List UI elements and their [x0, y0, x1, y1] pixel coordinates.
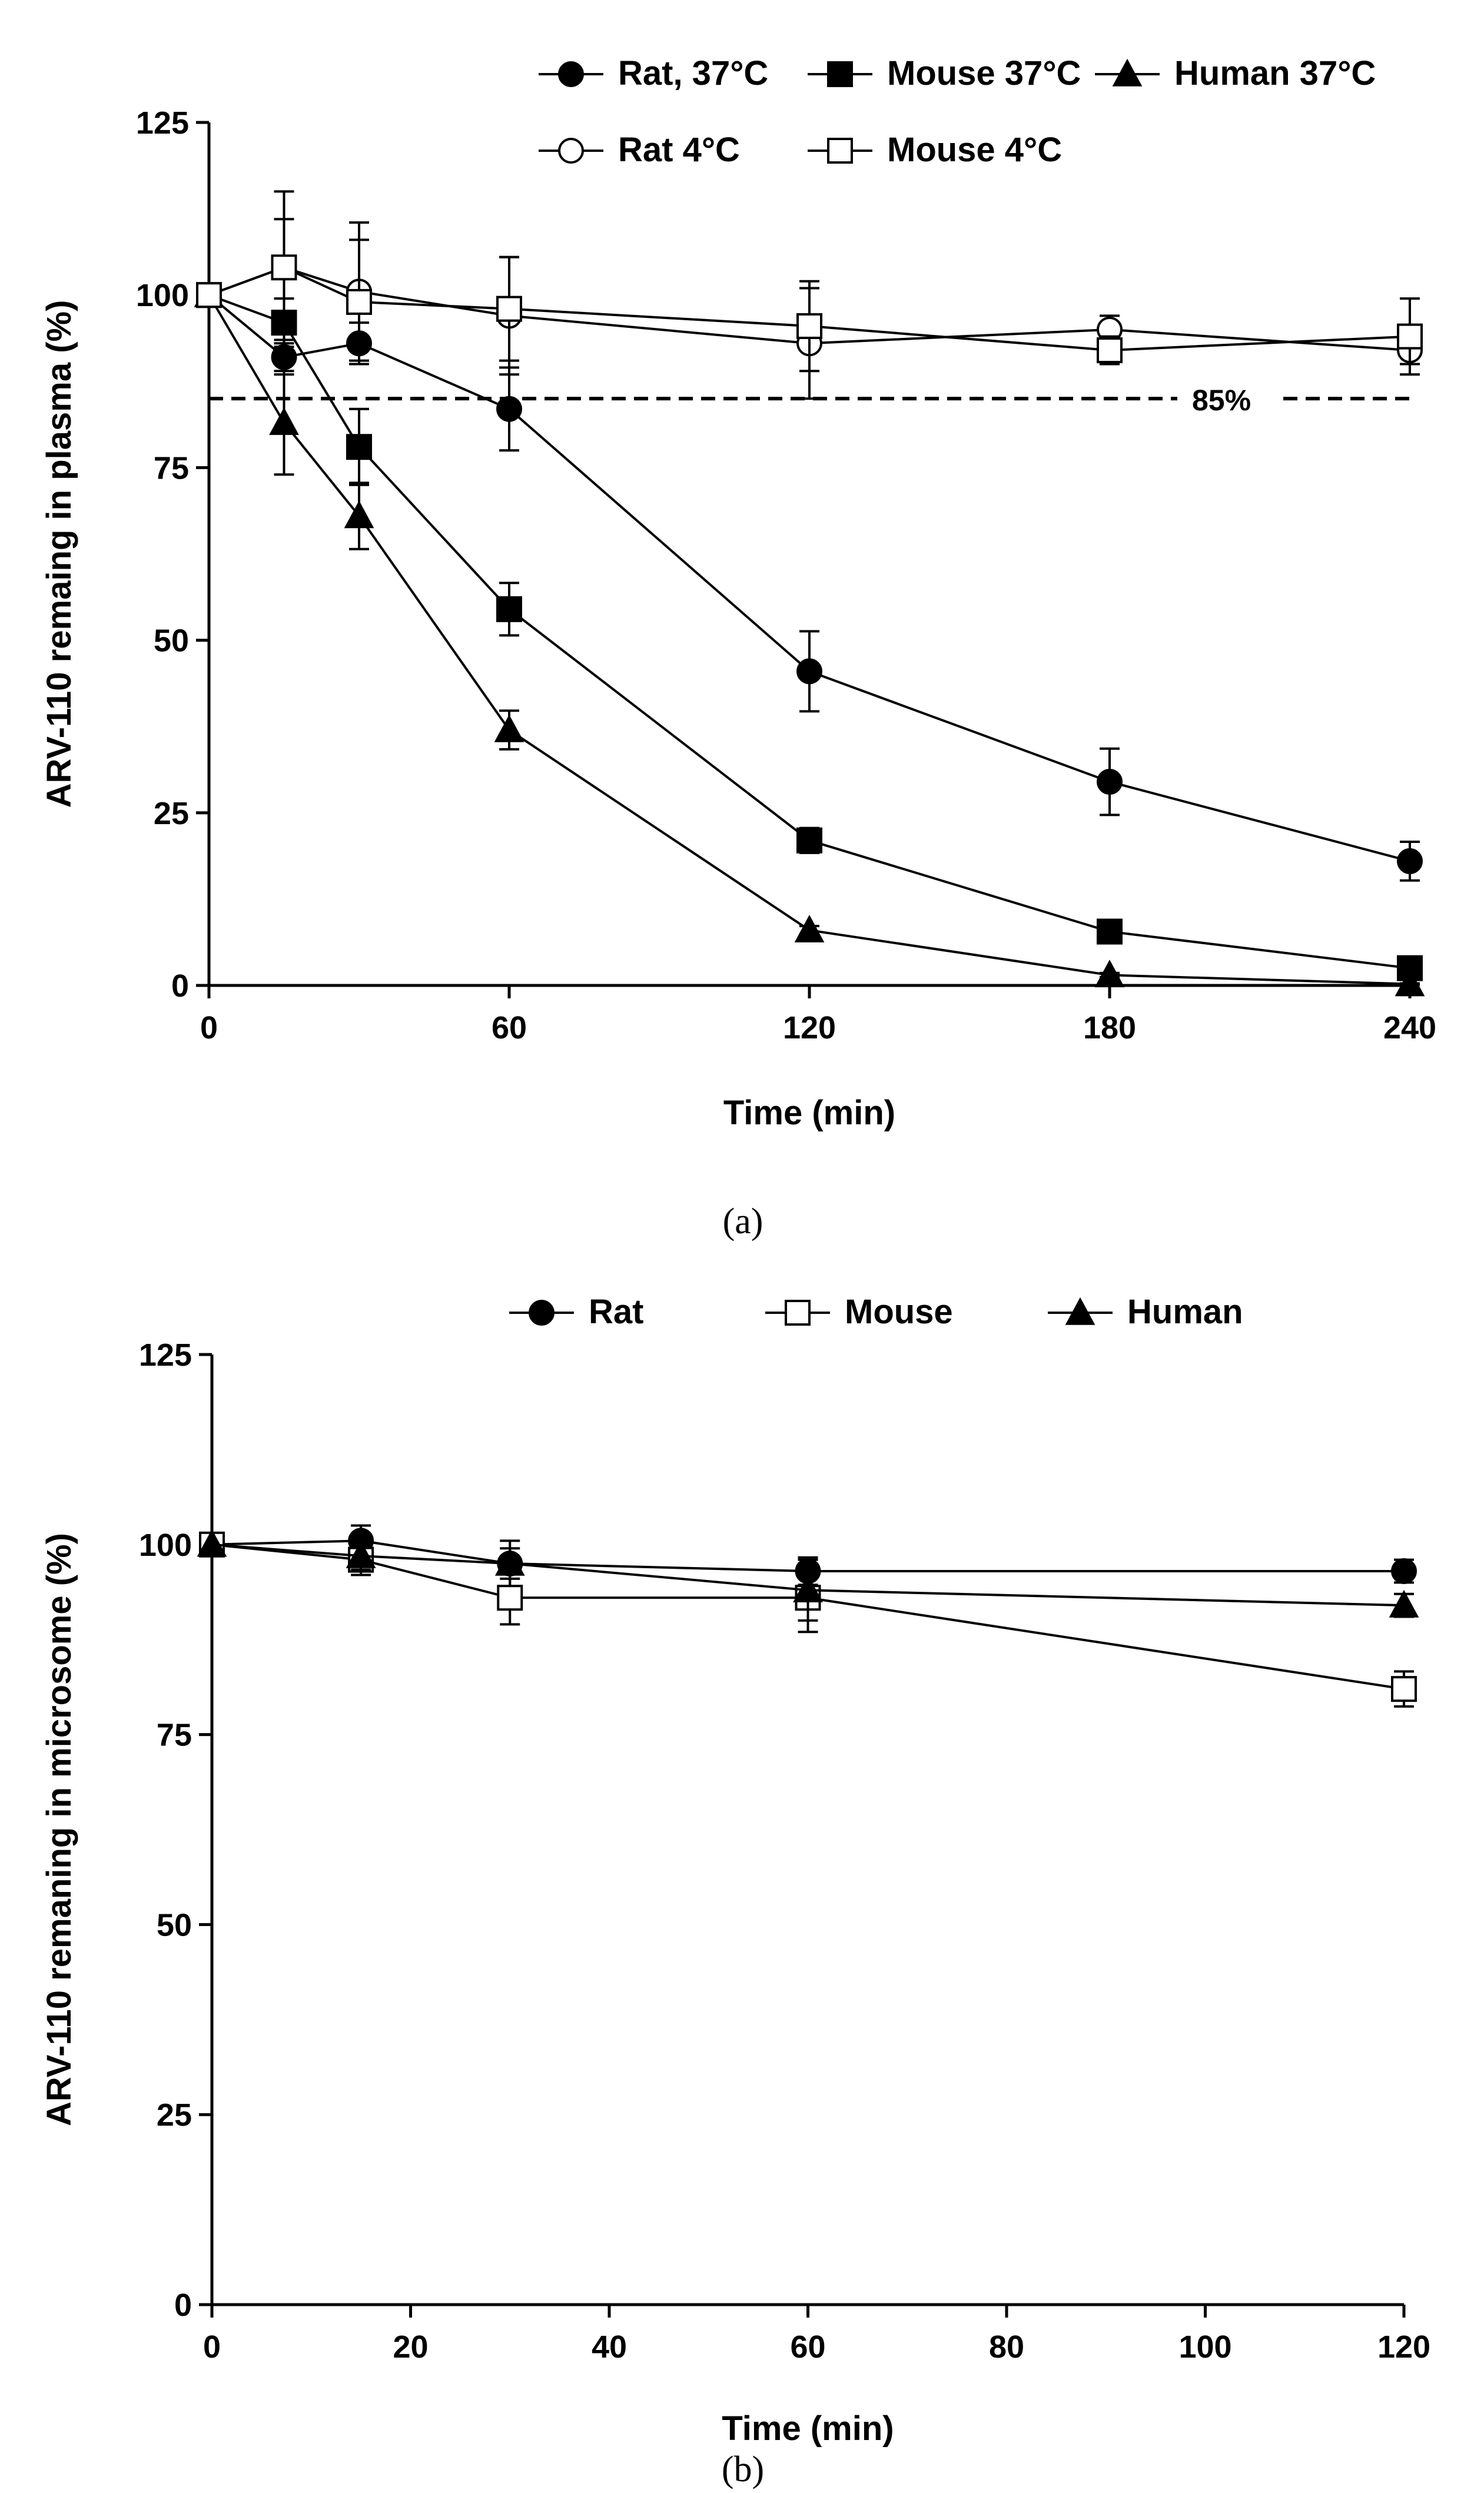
data-point [346, 1540, 376, 1568]
x-tick-label: 40 [592, 2329, 627, 2365]
data-point [346, 434, 372, 460]
legend-marker [1112, 58, 1143, 87]
y-tick-label: 25 [154, 796, 189, 831]
x-tick-label: 100 [1178, 2329, 1231, 2365]
y-tick-label: 125 [136, 105, 189, 141]
legend-marker [827, 138, 853, 164]
x-tick-label: 60 [492, 1010, 527, 1045]
data-point [494, 714, 524, 742]
legend-label: Mouse 37°C [887, 54, 1081, 92]
legend-item [509, 1300, 574, 1326]
y-tick-label: 50 [154, 623, 189, 659]
x-tick-label: 120 [783, 1010, 836, 1045]
legend-marker [558, 138, 584, 164]
x-axis-title: Time (min) [723, 1094, 895, 1132]
legend-label: Human [1127, 1293, 1243, 1331]
y-tick-label: 50 [157, 1907, 192, 1943]
x-axis-title: Time (min) [722, 2409, 894, 2448]
chart-panel-a [194, 58, 1425, 998]
x-tick-label: 20 [393, 2329, 428, 2365]
y-tick-label: 0 [171, 968, 189, 1004]
series-human [197, 1529, 1419, 1622]
data-point [1391, 1558, 1417, 1584]
y-tick-label: 75 [154, 450, 189, 486]
x-tick-label: 0 [200, 1010, 218, 1045]
y-axis-title: ARV-110 remaing in plasma (%) [40, 300, 78, 808]
panel-label: (a) [723, 1201, 763, 1241]
data-point [496, 296, 522, 322]
data-point [1097, 769, 1123, 795]
data-point [496, 396, 522, 422]
data-point [796, 827, 822, 854]
data-point [269, 407, 299, 435]
data-point [271, 344, 297, 370]
legend-item [1095, 58, 1160, 87]
data-point [1397, 323, 1423, 350]
y-axis-title: ARV-110 remaning in microsome (%) [40, 1533, 78, 2126]
legend-marker [529, 1300, 555, 1326]
data-point [794, 914, 825, 942]
legend-item [808, 61, 872, 87]
legend-item [539, 61, 603, 87]
x-tick-label: 60 [790, 2329, 825, 2365]
legend-marker [827, 61, 853, 87]
y-tick-label: 25 [157, 2097, 192, 2133]
y-tick-label: 100 [139, 1528, 192, 1563]
data-point [1097, 337, 1123, 364]
legend-label: Rat 4°C [618, 131, 740, 169]
data-point [796, 658, 822, 685]
x-tick-label: 0 [203, 2329, 221, 2365]
data-point [197, 1529, 227, 1557]
y-tick-label: 125 [139, 1337, 192, 1373]
legend-item [808, 138, 872, 164]
data-point [1391, 1676, 1417, 1702]
y-tick-label: 75 [157, 1718, 192, 1753]
data-point [1395, 968, 1425, 997]
y-tick-label: 0 [174, 2288, 192, 2323]
data-point [196, 282, 222, 308]
data-point [793, 1575, 823, 1602]
data-point [1389, 1589, 1419, 1618]
x-tick-label: 120 [1377, 2329, 1430, 2365]
legend-label: Human 37°C [1174, 54, 1376, 92]
data-point [796, 313, 822, 339]
y-tick-label: 100 [136, 278, 189, 313]
data-point [1094, 960, 1125, 988]
x-tick-label: 80 [989, 2329, 1024, 2365]
legend-marker [558, 61, 584, 87]
legend-item [1048, 1297, 1113, 1325]
x-tick-label: 180 [1083, 1010, 1136, 1045]
series-mouse-4-c [196, 190, 1423, 376]
legend-item [539, 138, 603, 164]
legend-marker [1065, 1297, 1095, 1325]
chart-panel-b [197, 1297, 1419, 2318]
reference-line-label: 85% [1192, 384, 1251, 417]
x-tick-label: 240 [1383, 1010, 1436, 1045]
legend-label: Mouse 4°C [887, 131, 1062, 169]
legend-label: Rat [589, 1293, 643, 1331]
data-point [1397, 848, 1423, 874]
data-point [344, 500, 374, 529]
panel-label: (b) [722, 2449, 764, 2489]
legend-marker [785, 1300, 811, 1326]
data-point [496, 596, 522, 622]
legend-label: Mouse [845, 1293, 953, 1331]
data-point [271, 254, 297, 281]
data-point [497, 1585, 523, 1611]
legend-item [765, 1300, 830, 1326]
data-point [1097, 918, 1123, 945]
data-point [346, 288, 372, 315]
legend-label: Rat, 37°C [618, 54, 768, 92]
data-point [494, 1548, 525, 1576]
